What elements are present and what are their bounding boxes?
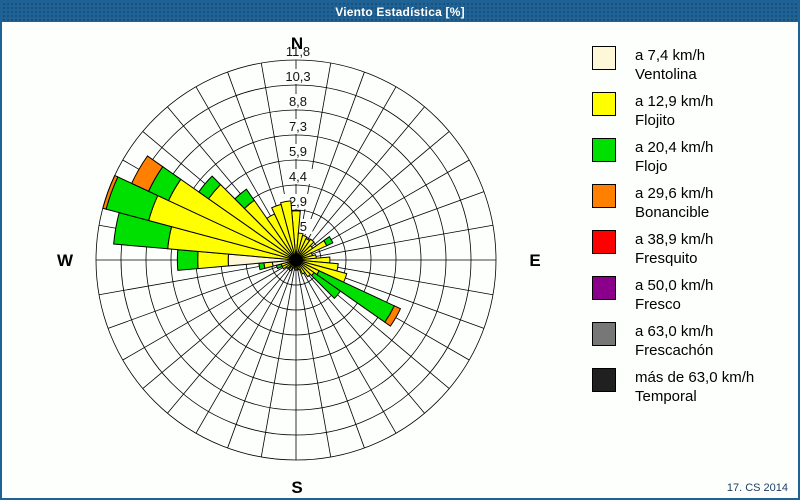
legend-item-flojito: a 12,9 km/h Flojito: [592, 92, 792, 129]
grid-spoke: [142, 259, 297, 389]
tick-label-bg: [283, 144, 313, 159]
legend-label: a 12,9 km/h Flojito: [635, 92, 713, 130]
legend-name-label: Fresco: [635, 296, 681, 313]
legend-color-swatch: [592, 368, 616, 392]
grid-spoke: [227, 259, 297, 449]
legend-color-swatch: [592, 184, 616, 208]
wind-rose-petal-bonancible: [130, 155, 164, 192]
legend-color-swatch: [592, 322, 616, 346]
wind-rose-petals: [102, 155, 402, 327]
wind-rose-petal-flojo: [176, 249, 199, 271]
legend-item-fresquito: a 38,9 km/h Fresquito: [592, 230, 792, 267]
legend-item-frescachón: a 63,0 km/h Frescachón: [592, 322, 792, 359]
footer-credit: 17. CS 2014: [726, 482, 788, 494]
grid-spoke: [107, 259, 297, 329]
grid-spoke: [295, 259, 332, 458]
legend-label: a 38,9 km/h Fresquito: [635, 230, 713, 268]
compass-label-w: W: [57, 251, 74, 270]
legend-color-swatch: [592, 46, 616, 70]
window-title: Viento Estadística [%]: [335, 5, 465, 19]
legend-name-label: Flojo: [635, 158, 668, 175]
grid-spoke: [167, 259, 297, 414]
tick-label-bg: [283, 94, 313, 109]
compass-label-s: S: [291, 478, 302, 497]
legend-speed-label: más de 63,0 km/h: [635, 369, 755, 386]
tick-label-bg: [283, 119, 313, 134]
legend-item-ventolina: a 7,4 km/h Ventolina: [592, 46, 792, 83]
compass-label-e: E: [529, 251, 540, 270]
wind-rose-petal-flojo: [258, 262, 266, 271]
legend-name-label: Bonancible: [635, 204, 710, 221]
grid-spoke: [295, 259, 397, 434]
compass-label-n: N: [291, 34, 303, 53]
radial-tick-label: 2,9: [289, 194, 307, 209]
legend-item-bonancible: a 29,6 km/h Bonancible: [592, 184, 792, 221]
grid-spoke: [295, 131, 450, 261]
legend-name-label: Frescachón: [635, 342, 714, 359]
legend-label: a 29,6 km/h Bonancible: [635, 184, 713, 222]
radial-tick-label: 11,8: [286, 44, 310, 59]
legend-speed-label: a 7,4 km/h: [635, 47, 706, 64]
legend-item-flojo: a 20,4 km/h Flojo: [592, 138, 792, 175]
radial-tick-label: 8,8: [289, 94, 307, 109]
legend-color-swatch: [592, 92, 616, 116]
legend-name-label: Flojito: [635, 112, 676, 129]
legend: a 7,4 km/h Ventolina a 12,9 km/h Flojito a 2…: [592, 46, 792, 414]
wind-rose-petal-bonancible: [102, 174, 119, 210]
wind-rose-petal-flojo: [198, 175, 222, 200]
wind-rose-petal-flojo: [234, 188, 255, 210]
wind-rose-chart: 1,52,94,45,97,38,810,311,8 N E S W: [57, 34, 541, 497]
grid-spoke: [295, 224, 494, 261]
legend-item-fresco: a 50,0 km/h Fresco: [592, 276, 792, 313]
grid-spoke: [295, 259, 365, 449]
title-bar[interactable]: Viento Estadística [%]: [2, 2, 798, 22]
grid-spoke: [260, 259, 297, 458]
grid-spoke: [195, 259, 297, 434]
tick-label-bg: [283, 169, 313, 184]
legend-item-temporal: más de 63,0 km/h Temporal: [592, 368, 792, 405]
legend-color-swatch: [592, 138, 616, 162]
radial-tick-label: 5,9: [289, 144, 307, 159]
grid-spoke: [122, 259, 297, 361]
grid-spoke: [295, 191, 485, 261]
legend-label: a 20,4 km/h Flojo: [635, 138, 713, 176]
legend-speed-label: a 12,9 km/h: [635, 93, 714, 110]
legend-label: a 50,0 km/h Fresco: [635, 276, 713, 314]
wind-rose-petal-bonancible: [384, 305, 402, 327]
legend-name-label: Temporal: [635, 388, 697, 405]
legend-speed-label: a 50,0 km/h: [635, 277, 714, 294]
radial-tick-label: 7,3: [289, 119, 307, 134]
legend-color-swatch: [592, 230, 616, 254]
wind-rose-petal-flojito: [280, 200, 297, 261]
wind-rose-petal-flojo: [316, 270, 395, 323]
legend-speed-label: a 20,4 km/h: [635, 139, 714, 156]
legend-label: a 63,0 km/h Frescachón: [635, 322, 713, 360]
legend-label: a 7,4 km/h Ventolina: [635, 46, 705, 84]
radial-tick-label: 4,4: [289, 169, 307, 184]
grid-spoke: [295, 106, 425, 261]
wind-rose-petal-flojo: [310, 271, 342, 300]
legend-label: más de 63,0 km/h Temporal: [635, 368, 754, 406]
grid-spoke: [295, 86, 397, 261]
legend-speed-label: a 29,6 km/h: [635, 185, 714, 202]
legend-speed-label: a 38,9 km/h: [635, 231, 714, 248]
wind-rose-petal-flojo: [323, 235, 334, 247]
grid-spoke: [295, 259, 425, 414]
tick-label-bg: [280, 69, 316, 84]
radial-tick-label: 10,3: [285, 69, 310, 84]
chart-area: 1,52,94,45,97,38,810,311,8 N E S W: [2, 22, 798, 498]
legend-speed-label: a 63,0 km/h: [635, 323, 714, 340]
legend-name-label: Fresquito: [635, 250, 698, 267]
legend-name-label: Ventolina: [635, 66, 697, 83]
legend-color-swatch: [592, 276, 616, 300]
tick-label-bg: [280, 44, 316, 59]
